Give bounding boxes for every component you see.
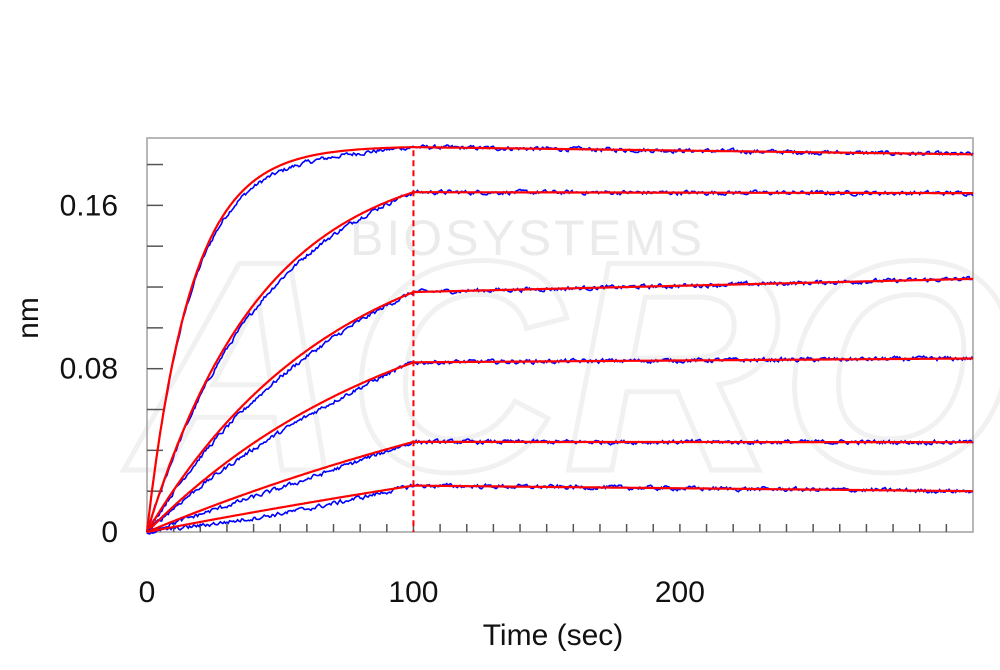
series-layer (145, 143, 974, 535)
watermark-brand: ACRO (121, 198, 1000, 534)
fit-curve (146, 357, 973, 533)
fit-curve (145, 191, 973, 533)
fit-curve (146, 484, 973, 534)
x-tick-label: 0 (139, 576, 156, 609)
y-tick-label: 0 (101, 516, 118, 549)
x-tick-labels: 0 100 200 (139, 576, 705, 609)
y-minor-ticks (147, 163, 163, 492)
plot-area-frame (146, 137, 974, 533)
y-tick-labels: 0 0.08 0.16 (60, 189, 118, 549)
watermark-text: BIOSYSTEMS (350, 210, 705, 266)
fit-curve (145, 146, 973, 533)
y-axis-title: nm (12, 297, 45, 339)
x-tick-label: 100 (388, 576, 438, 609)
x-axis-title: Time (sec) (483, 619, 624, 652)
x-tick-label: 200 (655, 576, 705, 609)
y-tick-label: 0.08 (60, 353, 118, 386)
fit-curve (146, 440, 973, 533)
watermark-logo: ACRO BIOSYSTEMS (118, 196, 1000, 537)
fit-curve (146, 277, 973, 533)
y-tick-label: 0.16 (60, 189, 118, 222)
